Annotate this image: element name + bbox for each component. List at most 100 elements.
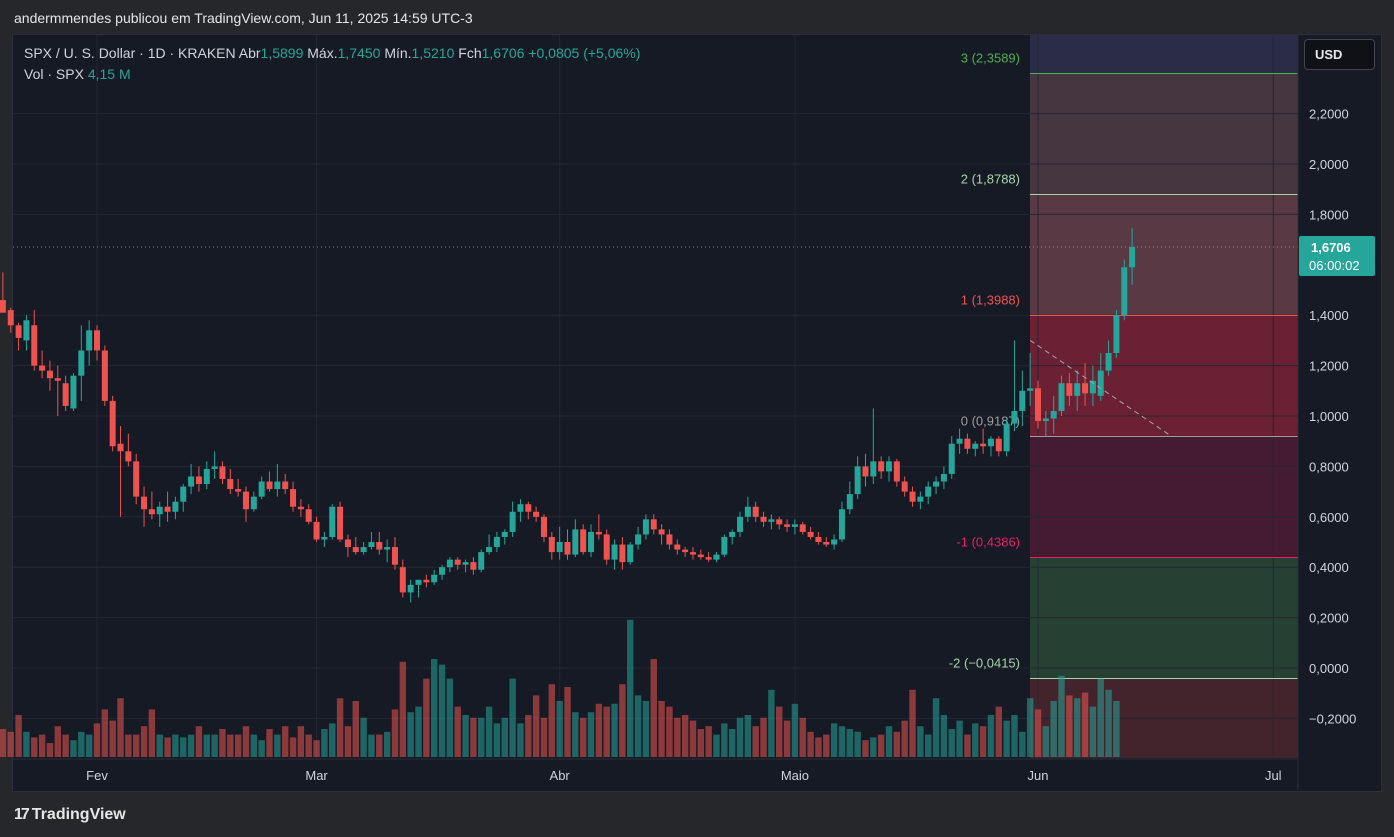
volume-bar (979, 726, 987, 757)
tradingview-logo[interactable]: 17 TradingView (14, 806, 126, 824)
volume-bar (1113, 701, 1120, 757)
volume-bar (823, 734, 830, 757)
candle-body (54, 378, 61, 381)
volume-bar (1097, 678, 1104, 757)
candle-body (533, 511, 540, 517)
volume-bar (454, 706, 461, 757)
volume-bar (595, 703, 603, 757)
chart-frame[interactable] (12, 34, 1382, 792)
volume-bar (93, 723, 101, 757)
volume-bar (180, 737, 187, 757)
candle-body (588, 531, 595, 553)
volume-bar (470, 717, 477, 757)
low-value: 1,5210 (411, 45, 455, 61)
volume-bar (909, 689, 916, 757)
candle-body (305, 509, 312, 522)
candle-body (337, 506, 344, 540)
volume-bar (1074, 698, 1081, 757)
candle-body (548, 536, 555, 553)
candle-body (572, 529, 579, 555)
volume-bar (556, 701, 563, 757)
candle-body (1035, 388, 1041, 422)
volume-bar (705, 726, 712, 757)
candle-body (729, 531, 736, 537)
volume-bar (1066, 695, 1073, 757)
candle-body (1082, 383, 1089, 394)
volume-bar (642, 701, 650, 757)
volume-bar (736, 717, 744, 757)
volume-bar (438, 664, 446, 757)
candle-body (862, 466, 869, 477)
volume-bar (274, 734, 281, 757)
candle-body (258, 481, 265, 497)
volume-bar (227, 734, 234, 757)
candle-body (635, 534, 642, 545)
volume-bar (282, 726, 289, 757)
candle-body (760, 516, 767, 522)
volume-bar (721, 723, 728, 757)
volume-bar (391, 709, 399, 757)
candle-body (352, 547, 359, 553)
candle-body (423, 579, 430, 583)
candle-body (1113, 315, 1120, 353)
volume-bar (321, 729, 328, 757)
candle-body (627, 544, 634, 563)
fib-zone-top (1030, 35, 1298, 74)
candle-body (344, 539, 351, 548)
candle-body (86, 330, 93, 351)
volume-bar (940, 715, 948, 757)
volume-bar (493, 723, 501, 757)
y-tick-label: 2,0000 (1309, 157, 1349, 172)
fib-zone (1030, 436, 1298, 558)
candle-body (478, 552, 485, 570)
y-tick-label: 1,2000 (1309, 359, 1349, 374)
candle-body (595, 531, 602, 535)
high-value: 1,7450 (337, 45, 381, 61)
fib-zone (1030, 73, 1298, 195)
volume-bar (399, 661, 407, 757)
fib-level-label: -2 (−0,0415) (949, 655, 1020, 670)
volume-bar (1026, 698, 1034, 757)
volume-bar (525, 715, 532, 757)
fib-level-label: 2 (1,8788) (961, 172, 1020, 187)
volume-bar (23, 731, 30, 757)
volume-bar (948, 729, 955, 757)
volume-bar (85, 734, 93, 757)
volume-bar (752, 726, 759, 757)
volume-bar (46, 743, 54, 757)
candle-body (407, 584, 414, 593)
volume-bar (972, 723, 979, 757)
candle-body (1027, 388, 1034, 391)
volume-bar (478, 717, 485, 757)
high-label: Máx. (307, 45, 338, 61)
volume-bar (423, 678, 430, 757)
volume-bar (54, 726, 61, 757)
candle-body (329, 506, 336, 537)
candle-body (768, 519, 775, 522)
candle-body (391, 547, 398, 565)
candle-body (509, 511, 516, 532)
volume-bar (783, 720, 791, 757)
volume-label[interactable]: Vol · SPX (24, 66, 84, 82)
volume-bar (681, 715, 689, 757)
candle-body (446, 559, 453, 568)
candle-body (846, 494, 853, 510)
fib-level-label: -1 (0,4386) (956, 534, 1020, 549)
candle-body (933, 481, 940, 487)
volume-bar (368, 734, 375, 757)
candle-body (297, 506, 304, 510)
x-tick-label: Fev (86, 768, 108, 783)
symbol-label[interactable]: SPX / U. S. Dollar · 1D · KRAKEN (24, 45, 236, 61)
candle-body (0, 300, 6, 313)
volume-bar (964, 734, 971, 757)
volume-bar (564, 687, 571, 757)
candle-body (1011, 410, 1018, 424)
candle-body (376, 542, 383, 550)
candle-body (384, 547, 391, 550)
candle-body (940, 473, 947, 482)
volume-bar (250, 734, 258, 757)
candle-body (878, 461, 885, 472)
candle-body (242, 491, 249, 510)
currency-button[interactable]: USD (1304, 39, 1375, 70)
